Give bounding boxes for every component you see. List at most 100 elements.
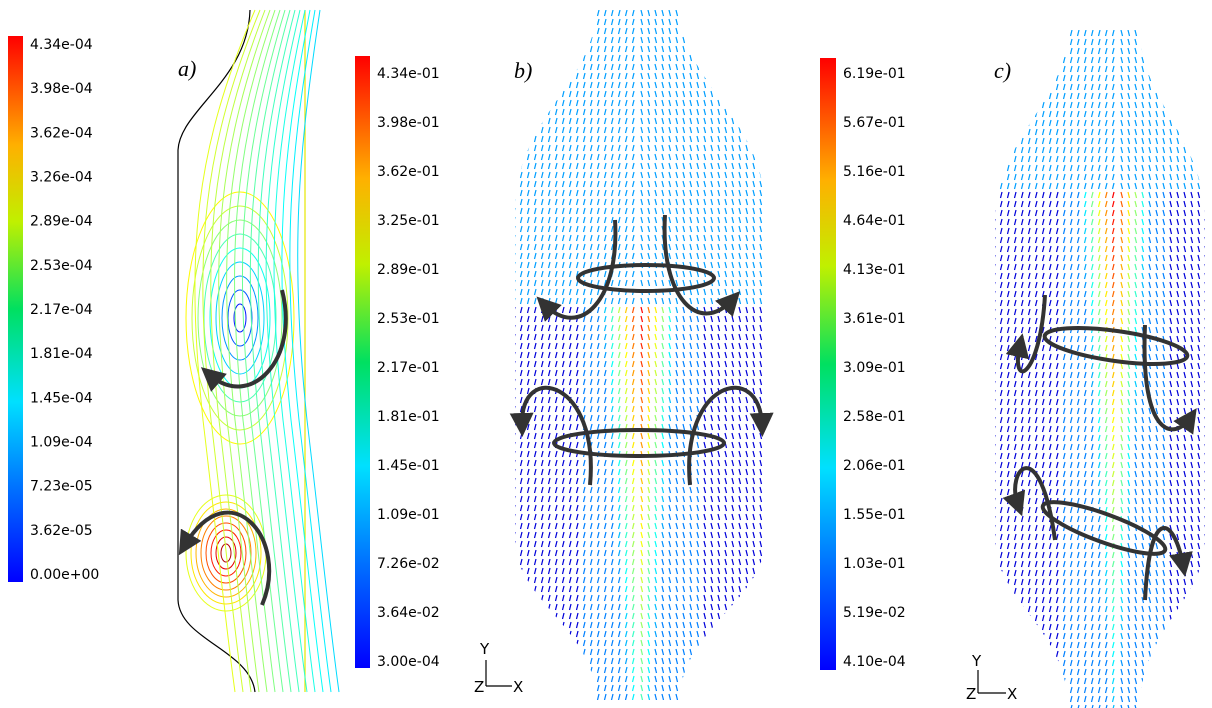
vector xyxy=(1071,363,1073,369)
vector xyxy=(542,433,544,439)
vector xyxy=(619,307,621,313)
vector xyxy=(1043,129,1045,135)
vector xyxy=(648,694,650,700)
vector xyxy=(1142,318,1144,324)
vector xyxy=(1205,588,1207,594)
vector xyxy=(648,307,650,313)
vector xyxy=(1029,147,1031,153)
vector xyxy=(1099,570,1101,576)
vector xyxy=(1121,624,1123,630)
vector xyxy=(1170,336,1172,342)
vector xyxy=(1184,300,1186,306)
vector xyxy=(1121,570,1123,576)
vector xyxy=(1135,606,1137,612)
vector xyxy=(563,631,565,637)
vector xyxy=(1064,552,1066,558)
vector xyxy=(1135,255,1137,261)
vector xyxy=(577,334,579,340)
vector xyxy=(1064,651,1066,657)
vector xyxy=(584,64,586,70)
vector xyxy=(577,91,579,97)
vector xyxy=(598,208,600,214)
vector xyxy=(1022,291,1024,297)
vector xyxy=(655,487,657,493)
vector xyxy=(683,82,685,88)
vector xyxy=(1113,102,1115,108)
vector xyxy=(570,631,572,637)
vector xyxy=(584,523,586,529)
vector xyxy=(549,280,551,286)
vector xyxy=(1149,480,1151,486)
vector xyxy=(739,46,741,52)
vector xyxy=(704,694,706,700)
vector xyxy=(1043,615,1045,621)
vector xyxy=(641,631,643,637)
vector xyxy=(521,631,523,637)
vector xyxy=(514,154,516,160)
vector xyxy=(1029,237,1031,243)
vector xyxy=(1170,606,1172,612)
vector xyxy=(1099,165,1101,171)
vector xyxy=(739,253,741,259)
vector xyxy=(1135,624,1137,630)
vector xyxy=(1008,219,1010,225)
vector xyxy=(746,685,748,691)
vector xyxy=(739,271,741,277)
vector xyxy=(711,667,713,673)
vector xyxy=(725,595,727,601)
vector xyxy=(1106,57,1108,63)
vector xyxy=(1022,156,1024,162)
vector xyxy=(690,631,692,637)
vector xyxy=(605,163,607,169)
vector xyxy=(1001,345,1003,351)
vector xyxy=(1001,147,1003,153)
vector xyxy=(725,64,727,70)
vector xyxy=(535,262,537,268)
vector xyxy=(563,307,565,313)
vector xyxy=(704,595,706,601)
vector xyxy=(1205,165,1207,171)
vector xyxy=(648,631,650,637)
vector xyxy=(577,532,579,538)
vector xyxy=(1121,255,1123,261)
vector xyxy=(542,676,544,682)
vector xyxy=(612,19,614,25)
vector xyxy=(563,379,565,385)
vector xyxy=(1008,561,1010,567)
vector xyxy=(1015,165,1017,171)
vector xyxy=(535,649,537,655)
vector xyxy=(1163,444,1165,450)
vector xyxy=(1015,588,1017,594)
vector xyxy=(528,352,530,358)
vector xyxy=(612,73,614,79)
vector xyxy=(697,100,699,106)
vector xyxy=(1142,579,1144,585)
vector xyxy=(1156,93,1158,99)
vector xyxy=(718,91,720,97)
vector xyxy=(746,523,748,529)
vector xyxy=(732,55,734,61)
vector xyxy=(662,307,664,313)
vector xyxy=(676,568,678,574)
vector xyxy=(690,298,692,304)
vector xyxy=(690,127,692,133)
vector xyxy=(753,505,755,511)
vector xyxy=(542,451,544,457)
vector xyxy=(1184,264,1186,270)
vector xyxy=(697,55,699,61)
vector xyxy=(521,343,523,349)
vector xyxy=(542,604,544,610)
vector xyxy=(626,469,628,475)
vector xyxy=(633,100,635,106)
vector xyxy=(1163,453,1165,459)
vector xyxy=(1128,300,1130,306)
vector xyxy=(641,388,643,394)
vector xyxy=(739,100,741,106)
vector xyxy=(1071,201,1073,207)
vector xyxy=(641,154,643,160)
vector xyxy=(718,226,720,232)
vector xyxy=(683,316,685,322)
vector xyxy=(669,550,671,556)
vector xyxy=(1029,435,1031,441)
vector xyxy=(598,19,600,25)
